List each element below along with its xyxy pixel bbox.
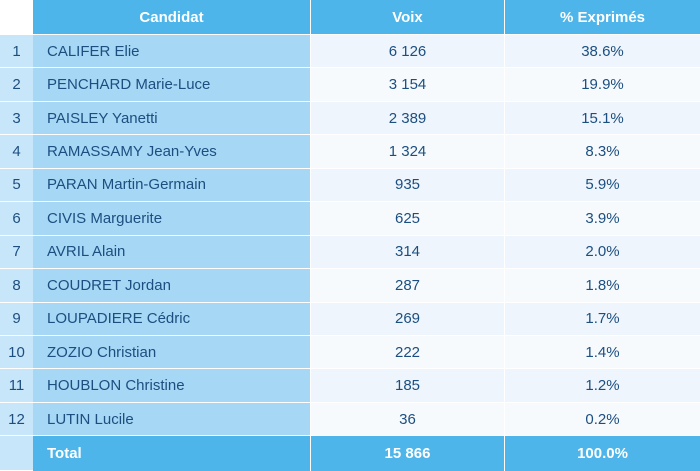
row-rank: 8	[0, 269, 33, 303]
row-candidate-name: CIVIS Marguerite	[33, 202, 310, 236]
row-pct: 1.8%	[504, 269, 700, 303]
row-rank: 12	[0, 402, 33, 437]
row-candidate-name: LOUPADIERE Cédric	[33, 302, 310, 336]
row-voix: 1 324	[310, 135, 504, 169]
row-pct: 38.6%	[504, 35, 700, 69]
row-rank: 7	[0, 235, 33, 270]
row-pct: 15.1%	[504, 101, 700, 136]
row-rank: 9	[0, 302, 33, 336]
row-candidate-name: ZOZIO Christian	[33, 335, 310, 370]
row-voix: 287	[310, 269, 504, 303]
row-pct: 0.2%	[504, 402, 700, 437]
row-pct: 5.9%	[504, 168, 700, 203]
row-rank: 5	[0, 168, 33, 203]
row-candidate-name: PARAN Martin-Germain	[33, 168, 310, 203]
row-voix: 2 389	[310, 101, 504, 136]
row-rank: 6	[0, 202, 33, 236]
row-candidate-name: CALIFER Elie	[33, 35, 310, 69]
row-pct: 8.3%	[504, 135, 700, 169]
row-pct: 1.7%	[504, 302, 700, 336]
row-candidate-name: AVRIL Alain	[33, 235, 310, 270]
total-corner	[0, 436, 33, 471]
row-voix: 36	[310, 402, 504, 437]
header-pct: % Exprimés	[504, 0, 700, 35]
total-voix: 15 866	[310, 436, 504, 471]
row-voix: 314	[310, 235, 504, 270]
row-rank: 11	[0, 369, 33, 403]
row-candidate-name: LUTIN Lucile	[33, 402, 310, 437]
row-candidate-name: HOUBLON Christine	[33, 369, 310, 403]
total-label: Total	[33, 436, 310, 471]
header-candidat: Candidat	[33, 0, 310, 35]
total-pct: 100.0%	[504, 436, 700, 471]
row-voix: 185	[310, 369, 504, 403]
row-rank: 2	[0, 68, 33, 102]
row-pct: 1.2%	[504, 369, 700, 403]
row-candidate-name: PENCHARD Marie-Luce	[33, 68, 310, 102]
header-voix: Voix	[310, 0, 504, 35]
row-pct: 2.0%	[504, 235, 700, 270]
row-voix: 3 154	[310, 68, 504, 102]
row-candidate-name: PAISLEY Yanetti	[33, 101, 310, 136]
row-rank: 1	[0, 35, 33, 69]
row-voix: 6 126	[310, 35, 504, 69]
row-voix: 269	[310, 302, 504, 336]
row-candidate-name: COUDRET Jordan	[33, 269, 310, 303]
header-corner	[0, 0, 33, 35]
row-pct: 1.4%	[504, 335, 700, 370]
row-pct: 19.9%	[504, 68, 700, 102]
row-voix: 625	[310, 202, 504, 236]
row-voix: 222	[310, 335, 504, 370]
row-candidate-name: RAMASSAMY Jean-Yves	[33, 135, 310, 169]
row-rank: 3	[0, 101, 33, 136]
row-rank: 10	[0, 335, 33, 370]
row-rank: 4	[0, 135, 33, 169]
row-voix: 935	[310, 168, 504, 203]
row-pct: 3.9%	[504, 202, 700, 236]
